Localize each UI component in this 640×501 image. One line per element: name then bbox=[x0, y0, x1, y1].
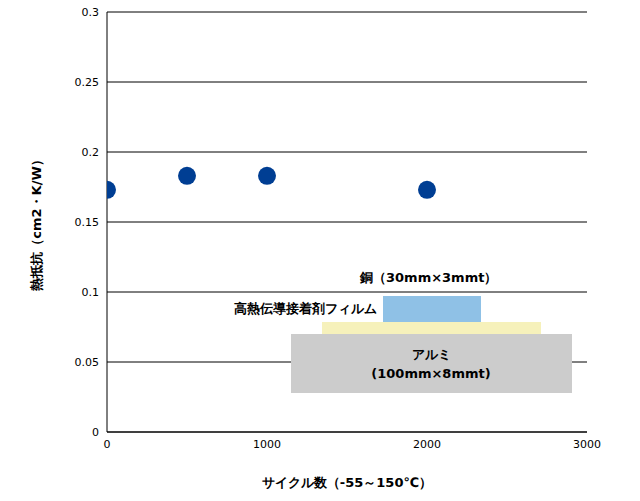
svg-text:サイクル数（-55～150℃）: サイクル数（-55～150℃） bbox=[262, 475, 432, 490]
svg-text:0.3: 0.3 bbox=[82, 6, 100, 19]
svg-text:銅（30mm×3mmt）: 銅（30mm×3mmt） bbox=[359, 270, 497, 285]
svg-text:高熱伝導接着剤フィルム: 高熱伝導接着剤フィルム bbox=[234, 301, 377, 316]
svg-text:3000: 3000 bbox=[573, 438, 601, 451]
svg-text:0.15: 0.15 bbox=[75, 216, 100, 229]
svg-text:アルミ: アルミ bbox=[412, 347, 451, 362]
svg-text:0.25: 0.25 bbox=[75, 76, 100, 89]
svg-text:0.05: 0.05 bbox=[75, 356, 100, 369]
svg-text:0.2: 0.2 bbox=[82, 146, 100, 159]
svg-text:2000: 2000 bbox=[413, 438, 441, 451]
svg-text:0.1: 0.1 bbox=[82, 286, 100, 299]
svg-text:0: 0 bbox=[92, 426, 99, 439]
svg-text:(100mm×8mmt): (100mm×8mmt) bbox=[371, 366, 490, 381]
svg-text:熱抵抗（cm2・K/W）: 熱抵抗（cm2・K/W） bbox=[29, 153, 44, 291]
svg-text:0: 0 bbox=[104, 438, 111, 451]
svg-text:1000: 1000 bbox=[253, 438, 281, 451]
